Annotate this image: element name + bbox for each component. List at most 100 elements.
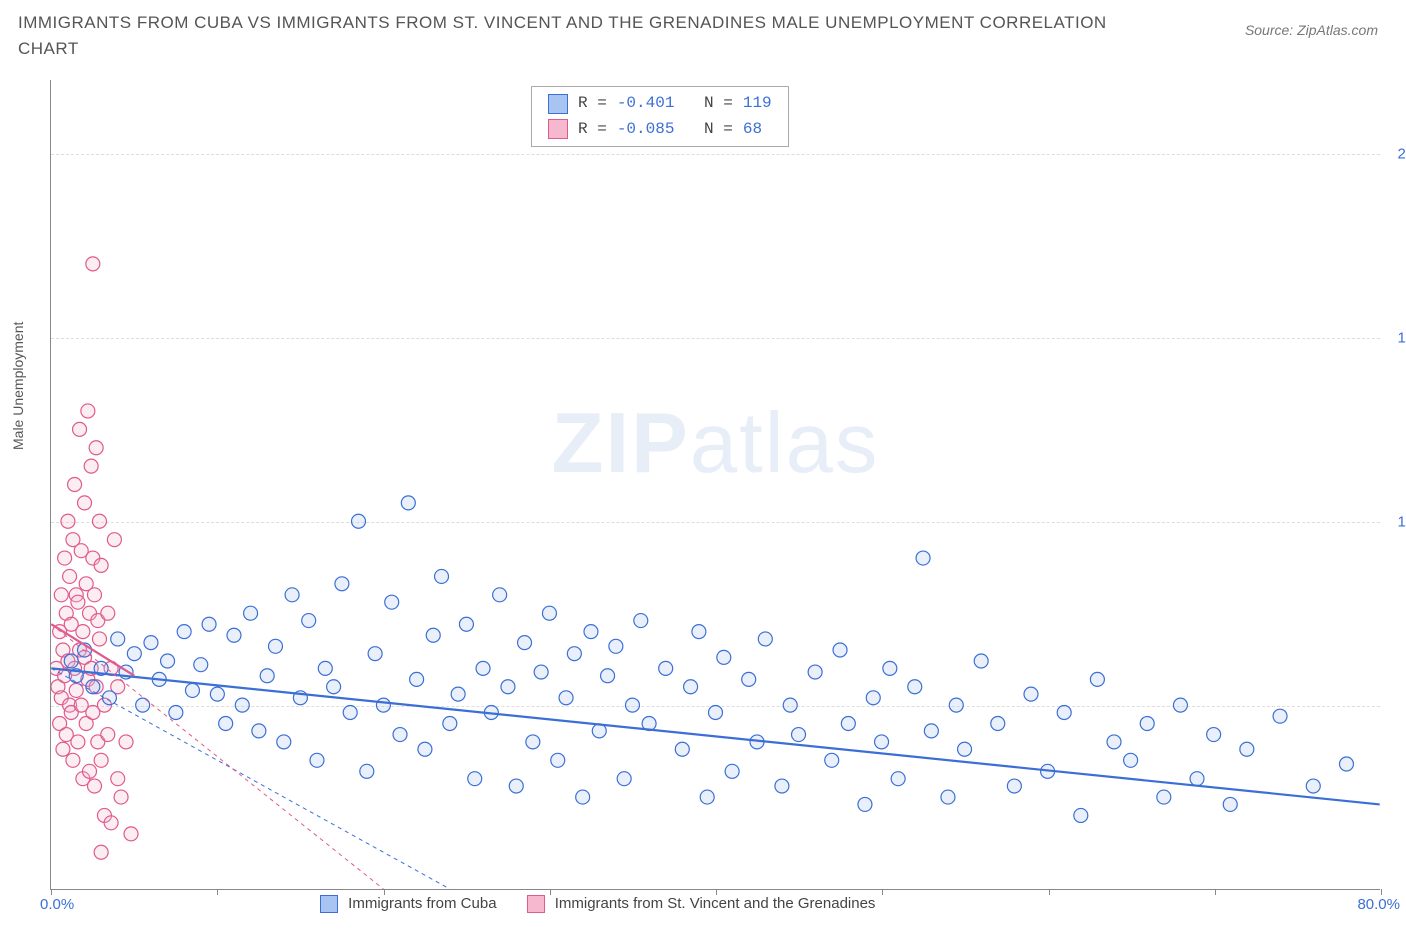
- scatter-point: [368, 647, 382, 661]
- scatter-point: [924, 724, 938, 738]
- r-value-svg: -0.085: [617, 117, 675, 143]
- scatter-point: [435, 569, 449, 583]
- scatter-point: [908, 680, 922, 694]
- scatter-point: [1007, 779, 1021, 793]
- scatter-point: [401, 496, 415, 510]
- scatter-point: [833, 643, 847, 657]
- scatter-point: [219, 717, 233, 731]
- scatter-point: [692, 625, 706, 639]
- scatter-point: [94, 753, 108, 767]
- scatter-point: [161, 654, 175, 668]
- scatter-point: [609, 639, 623, 653]
- scatter-point: [551, 753, 565, 767]
- scatter-point: [1223, 797, 1237, 811]
- scatter-point: [58, 551, 72, 565]
- scatter-point: [73, 422, 87, 436]
- series-legend: Immigrants from Cuba Immigrants from St.…: [320, 895, 875, 913]
- x-min-label: 0.0%: [40, 896, 74, 913]
- scatter-point: [69, 683, 83, 697]
- r-value-cuba: -0.401: [617, 91, 675, 117]
- scatter-point: [260, 669, 274, 683]
- scatter-point: [1124, 753, 1138, 767]
- scatter-point: [725, 764, 739, 778]
- scatter-point: [54, 588, 68, 602]
- scatter-point: [584, 625, 598, 639]
- legend-swatch-svg-icon: [527, 895, 545, 913]
- scatter-point: [277, 735, 291, 749]
- scatter-point: [89, 441, 103, 455]
- scatter-point: [526, 735, 540, 749]
- scatter-point: [709, 705, 723, 719]
- scatter-point: [202, 617, 216, 631]
- scatter-point: [81, 404, 95, 418]
- scatter-point: [825, 753, 839, 767]
- scatter-point: [86, 680, 100, 694]
- scatter-point: [63, 569, 77, 583]
- scatter-point: [302, 614, 316, 628]
- scatter-point: [244, 606, 258, 620]
- scatter-point: [71, 595, 85, 609]
- scatter-point: [360, 764, 374, 778]
- legend-row-cuba: R = -0.401 N = 119: [548, 91, 772, 117]
- scatter-point: [841, 717, 855, 731]
- scatter-point: [792, 728, 806, 742]
- y-tick-label: 10.0%: [1397, 513, 1406, 530]
- scatter-point: [1240, 742, 1254, 756]
- scatter-point: [335, 577, 349, 591]
- scatter-point: [493, 588, 507, 602]
- x-tick: [1215, 889, 1216, 895]
- scatter-point: [127, 647, 141, 661]
- scatter-point: [1107, 735, 1121, 749]
- trend-line: [51, 668, 1379, 804]
- scatter-point: [101, 606, 115, 620]
- scatter-point: [111, 632, 125, 646]
- scatter-point: [102, 691, 116, 705]
- scatter-point: [1157, 790, 1171, 804]
- scatter-point: [227, 628, 241, 642]
- scatter-point: [717, 650, 731, 664]
- scatter-point: [758, 632, 772, 646]
- x-tick: [1381, 889, 1382, 895]
- scatter-point: [659, 661, 673, 675]
- scatter-point: [84, 459, 98, 473]
- scatter-point: [534, 665, 548, 679]
- scatter-point: [101, 728, 115, 742]
- scatter-point: [625, 698, 639, 712]
- scatter-point: [327, 680, 341, 694]
- scatter-point: [1140, 717, 1154, 731]
- y-tick-label: 15.0%: [1397, 329, 1406, 346]
- scatter-point: [107, 533, 121, 547]
- scatter-point: [501, 680, 515, 694]
- scatter-point: [194, 658, 208, 672]
- scatter-point: [1057, 705, 1071, 719]
- scatter-point: [285, 588, 299, 602]
- scatter-point: [76, 625, 90, 639]
- scatter-point: [418, 742, 432, 756]
- legend-item-cuba: Immigrants from Cuba: [320, 895, 497, 913]
- legend-label-svg: Immigrants from St. Vincent and the Gren…: [555, 895, 876, 912]
- scatter-point: [1090, 672, 1104, 686]
- scatter-point: [177, 625, 191, 639]
- scatter-point: [426, 628, 440, 642]
- n-value-svg: 68: [743, 117, 762, 143]
- y-axis-label: Male Unemployment: [10, 322, 26, 450]
- scatter-point: [875, 735, 889, 749]
- scatter-point: [92, 514, 106, 528]
- scatter-point: [808, 665, 822, 679]
- scatter-point: [210, 687, 224, 701]
- scatter-point: [252, 724, 266, 738]
- scatter-point: [858, 797, 872, 811]
- scatter-point: [343, 705, 357, 719]
- scatter-point: [443, 717, 457, 731]
- y-tick-label: 20.0%: [1397, 145, 1406, 162]
- scatter-point: [459, 617, 473, 631]
- n-label: N =: [704, 117, 733, 143]
- scatter-point: [1190, 772, 1204, 786]
- scatter-point: [883, 661, 897, 675]
- scatter-point: [476, 661, 490, 675]
- r-label: R =: [578, 117, 607, 143]
- x-tick: [217, 889, 218, 895]
- scatter-point: [1273, 709, 1287, 723]
- legend-swatch-svg: [548, 119, 568, 139]
- chart-title: IMMIGRANTS FROM CUBA VS IMMIGRANTS FROM …: [18, 10, 1118, 61]
